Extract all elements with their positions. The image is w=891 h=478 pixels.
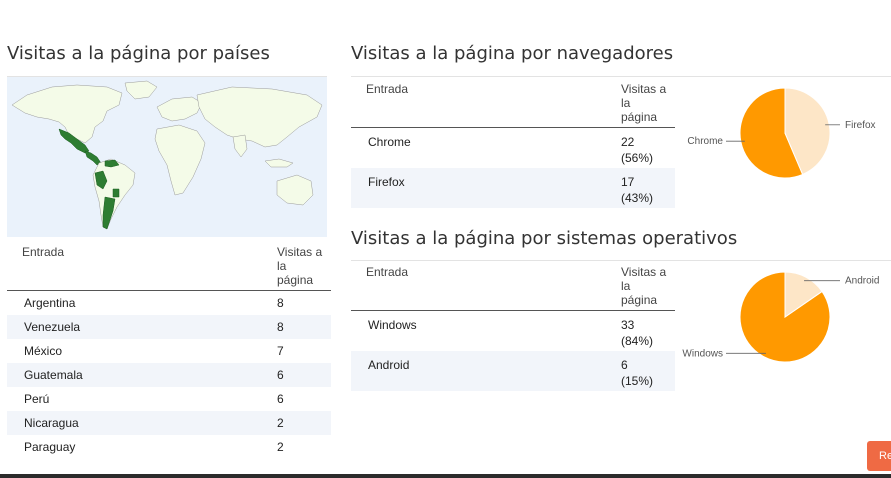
browser-slice-chrome[interactable]	[739, 87, 804, 179]
os-title: Visitas a la página por sistemas operati…	[351, 228, 738, 249]
map-mexico	[58, 128, 90, 154]
os-pct: (84%)	[621, 334, 654, 348]
table-row: Guatemala 6	[7, 362, 331, 387]
map-africa	[154, 124, 206, 196]
map-north-america	[11, 84, 123, 144]
map-venezuela	[104, 159, 120, 168]
map-argentina	[102, 196, 116, 230]
countries-table: Entrada Visitas a la página Argentina 8 …	[7, 245, 331, 459]
world-map[interactable]	[7, 77, 327, 237]
countries-title: Visitas a la página por países	[7, 43, 270, 64]
browser-value: 22 (56%)	[621, 128, 675, 168]
map-asia	[196, 86, 323, 148]
country-name: México	[24, 343, 63, 358]
map-central-america	[84, 150, 102, 166]
bottom-border	[0, 474, 891, 478]
table-row: Paraguay 2	[7, 435, 331, 459]
browsers-col-visits: Visitas a la página	[621, 82, 675, 128]
browsers-title: Visitas a la página por navegadores	[351, 43, 674, 64]
browser-count: 22	[621, 135, 635, 149]
table-row: Windows 33 (84%)	[351, 311, 675, 351]
browsers-table: Entrada Visitas a la página Chrome 22 (5…	[351, 82, 675, 208]
os-pct: (15%)	[621, 373, 654, 388]
os-name: Android	[368, 357, 410, 372]
os-table: Entrada Visitas a la página Windows 33 (…	[351, 265, 675, 391]
map-australia	[276, 174, 314, 206]
table-row: Perú 6	[7, 387, 331, 411]
country-name: Perú	[24, 391, 50, 406]
country-name: Argentina	[24, 296, 76, 310]
os-label-windows: Windows	[682, 348, 723, 359]
map-paraguay	[112, 188, 120, 198]
country-value: 8	[277, 296, 284, 310]
browser-name: Firefox	[368, 174, 405, 189]
os-value: 6 (15%)	[621, 351, 675, 391]
os-label-android: Android	[845, 276, 879, 287]
browsers-title-rule	[351, 76, 891, 77]
os-slice-windows[interactable]	[739, 271, 831, 363]
browser-label-chrome: Chrome	[687, 136, 723, 147]
os-col-visits: Visitas a la página	[621, 265, 675, 311]
os-value: 33 (84%)	[621, 311, 675, 351]
os-count: 33	[621, 318, 635, 332]
table-row: Android 6 (15%)	[351, 350, 675, 391]
table-row: Argentina 8	[7, 291, 331, 315]
country-value: 2	[277, 415, 284, 430]
os-name: Windows	[368, 318, 417, 332]
table-row: Firefox 17 (43%)	[351, 167, 675, 208]
browser-label-firefox: Firefox	[845, 120, 876, 131]
browser-pie-chart[interactable]: Firefox Chrome	[680, 78, 891, 188]
os-title-rule	[351, 260, 891, 261]
country-name: Paraguay	[24, 439, 76, 454]
browser-pct: (43%)	[621, 190, 654, 205]
country-name: Nicaragua	[24, 415, 79, 430]
os-col-entry: Entrada	[351, 265, 621, 311]
world-map-svg	[11, 80, 323, 230]
browser-value: 17 (43%)	[621, 168, 675, 208]
map-india	[232, 134, 248, 158]
country-value: 2	[277, 439, 284, 454]
map-europe	[156, 96, 203, 122]
table-row: México 7	[7, 339, 331, 363]
country-name: Venezuela	[24, 319, 81, 334]
floating-action-button[interactable]: Re	[867, 441, 891, 471]
table-row: Chrome 22 (56%)	[351, 128, 675, 168]
country-value: 6	[277, 367, 284, 382]
os-pie-chart[interactable]: Android Windows	[680, 262, 891, 372]
os-slice-android[interactable]	[784, 271, 823, 318]
browsers-col-entry: Entrada	[351, 82, 621, 128]
browser-slice-firefox[interactable]	[784, 87, 831, 176]
os-count: 6	[621, 357, 628, 372]
browser-pct: (56%)	[621, 151, 654, 165]
map-indonesia	[264, 158, 294, 168]
country-value: 7	[277, 343, 284, 358]
countries-title-rule	[7, 76, 327, 77]
browser-count: 17	[621, 174, 635, 189]
country-value: 6	[277, 391, 284, 406]
country-name: Guatemala	[24, 367, 83, 382]
country-value: 8	[277, 319, 284, 334]
countries-col-visits: Visitas a la página	[277, 245, 331, 291]
countries-col-entry: Entrada	[7, 245, 277, 291]
map-peru	[94, 170, 108, 190]
table-row: Nicaragua 2	[7, 410, 331, 435]
browser-name: Chrome	[368, 135, 411, 149]
table-row: Venezuela 8	[7, 314, 331, 339]
map-greenland	[124, 80, 158, 100]
